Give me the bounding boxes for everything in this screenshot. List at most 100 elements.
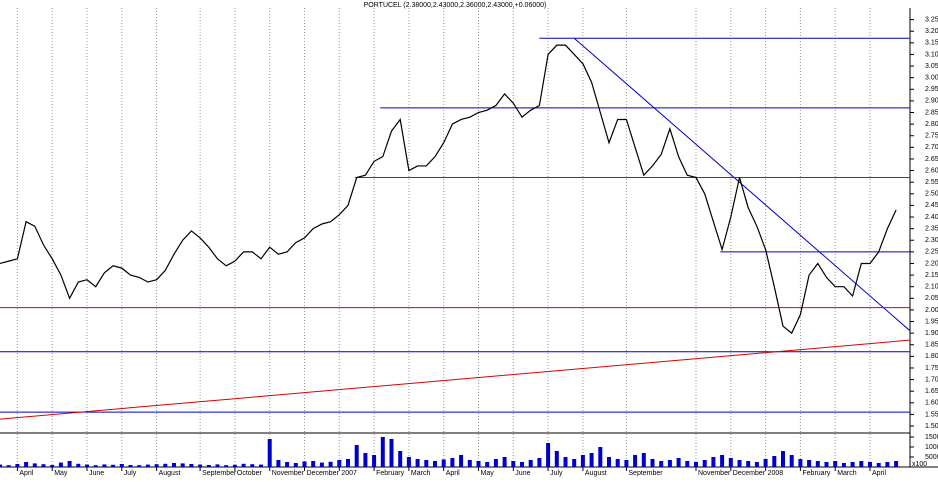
volume-bar bbox=[841, 463, 846, 467]
y-tick-label: 2.70 bbox=[925, 144, 938, 151]
volume-bar bbox=[163, 463, 168, 467]
y-tick-label: 3.10 bbox=[925, 51, 938, 58]
volume-bar bbox=[528, 460, 533, 467]
volume-bar bbox=[433, 461, 437, 467]
y-tick-label: 2.10 bbox=[925, 284, 938, 291]
volume-bar bbox=[372, 455, 377, 467]
volume-bar bbox=[337, 460, 342, 467]
volume-bar bbox=[728, 458, 733, 467]
trend-line bbox=[0, 339, 911, 420]
volume-bar bbox=[694, 462, 698, 467]
volume-bar bbox=[102, 464, 107, 467]
volume-bar bbox=[763, 459, 768, 467]
volume-bar bbox=[276, 460, 281, 467]
volume-bar bbox=[589, 453, 594, 467]
y-tick-label: 1.80 bbox=[925, 353, 938, 360]
volume-bar bbox=[311, 461, 316, 467]
volume-bar bbox=[676, 458, 681, 467]
volume-bar bbox=[285, 462, 290, 467]
volume-bar bbox=[650, 459, 655, 467]
y-tick-label: 2.35 bbox=[925, 225, 938, 232]
volume-bar bbox=[137, 465, 142, 467]
volume-bar bbox=[232, 464, 237, 467]
y-tick-label: 2.40 bbox=[925, 214, 938, 221]
y-tick-label: 3.00 bbox=[925, 75, 938, 82]
y-tick-label: 2.25 bbox=[925, 249, 938, 256]
x-tick-label: June bbox=[89, 470, 104, 477]
y-tick-label: 1.95 bbox=[925, 318, 938, 325]
volume-bar bbox=[206, 465, 211, 467]
volume-bar bbox=[807, 460, 812, 467]
volume-bar bbox=[885, 462, 890, 467]
volume-bar bbox=[580, 455, 585, 467]
y-tick-label: 1.60 bbox=[925, 400, 938, 407]
volume-bar bbox=[607, 457, 611, 467]
y-tick-label: 2.75 bbox=[925, 133, 938, 140]
volume-bar bbox=[702, 460, 707, 467]
volume-bar bbox=[711, 457, 716, 467]
y-tick-label: 1.90 bbox=[925, 330, 938, 337]
volume-bar bbox=[93, 465, 98, 467]
volume-bar bbox=[346, 459, 350, 467]
y-tick-label: 2.30 bbox=[925, 237, 938, 244]
volume-bar bbox=[459, 455, 464, 467]
price-line bbox=[0, 44, 897, 335]
volume-bar bbox=[789, 455, 794, 467]
volume-bar bbox=[511, 461, 516, 467]
x-tick-label: 2007 bbox=[341, 470, 357, 477]
volume-bar bbox=[467, 460, 472, 467]
volume-bar bbox=[328, 461, 333, 467]
y-tick-label: 1.75 bbox=[925, 365, 938, 372]
volume-bar bbox=[41, 464, 46, 467]
volume-bar bbox=[850, 462, 855, 467]
volume-bar bbox=[894, 461, 899, 467]
volume-bar bbox=[398, 451, 403, 467]
x-tick-label: 2008 bbox=[768, 470, 784, 477]
volume-bar bbox=[250, 464, 255, 467]
volume-bar bbox=[572, 459, 577, 467]
y-tick-label: 2.80 bbox=[925, 121, 938, 128]
volume-bar bbox=[189, 464, 194, 467]
volume-bar bbox=[319, 462, 324, 467]
x-tick-label: May bbox=[54, 470, 68, 477]
chart-title: PORTUCEL (2.38000,2.43000,2.36000,2.4300… bbox=[364, 2, 547, 9]
volume-bar bbox=[24, 462, 29, 467]
volume-bar bbox=[537, 458, 542, 467]
x-tick-label: July bbox=[124, 470, 137, 477]
x-tick-label: December bbox=[733, 470, 766, 477]
y-tick-label: 3.25 bbox=[925, 16, 938, 23]
volume-bar bbox=[354, 445, 359, 467]
volume-bar bbox=[667, 460, 672, 467]
volume-bar bbox=[554, 451, 559, 467]
x-tick-label: April bbox=[446, 470, 460, 477]
x-tick-label: May bbox=[481, 470, 495, 477]
y-tick-label: 1.65 bbox=[925, 388, 938, 395]
y-tick-label: 1.85 bbox=[925, 342, 938, 349]
volume-bar bbox=[128, 465, 133, 467]
volume-bar bbox=[111, 464, 116, 467]
x-tick-label: April bbox=[19, 470, 33, 477]
volume-bar bbox=[380, 437, 385, 467]
volume-bar bbox=[659, 461, 664, 467]
y-tick-label: 2.00 bbox=[925, 307, 938, 314]
volume-tick-label: 15000 bbox=[925, 434, 938, 441]
y-tick-label: 2.65 bbox=[925, 156, 938, 163]
volume-bar bbox=[6, 465, 11, 467]
volume-bar bbox=[363, 453, 368, 467]
volume-bar bbox=[615, 459, 620, 467]
volume-bar bbox=[546, 443, 551, 467]
volume-bar bbox=[259, 464, 263, 467]
x-tick-label: June bbox=[515, 470, 530, 477]
volume-bar bbox=[415, 459, 420, 467]
volume-bar bbox=[76, 463, 81, 467]
y-tick-label: 2.50 bbox=[925, 191, 938, 198]
y-tick-label: 1.70 bbox=[925, 376, 938, 383]
volume-bar bbox=[798, 459, 803, 467]
volume-bar bbox=[485, 462, 490, 467]
y-tick-label: 3.20 bbox=[925, 28, 938, 35]
volume-bar bbox=[172, 463, 176, 467]
volume-tick-label: 10000 bbox=[925, 444, 938, 451]
volume-bar bbox=[520, 462, 524, 467]
